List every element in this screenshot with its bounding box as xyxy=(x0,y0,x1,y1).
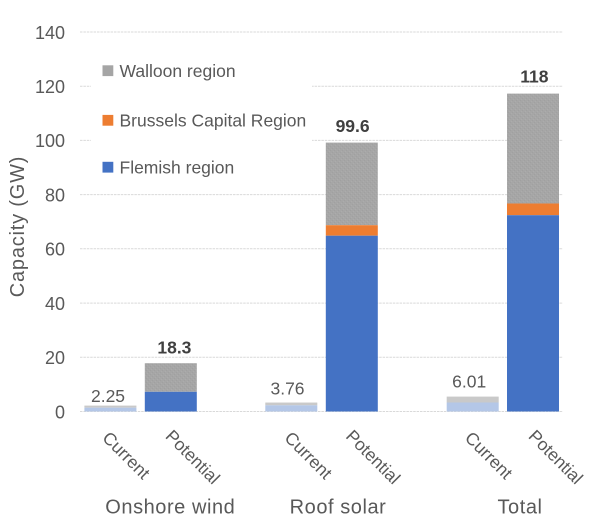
svg-text:Flemish region: Flemish region xyxy=(120,158,235,178)
svg-text:2.25: 2.25 xyxy=(91,386,125,406)
svg-text:100: 100 xyxy=(35,131,65,151)
svg-text:99.6: 99.6 xyxy=(336,116,370,136)
svg-text:140: 140 xyxy=(35,23,65,43)
svg-text:60: 60 xyxy=(45,240,65,260)
svg-text:Total: Total xyxy=(498,496,543,518)
svg-text:6.01: 6.01 xyxy=(452,371,486,391)
svg-text:118: 118 xyxy=(520,66,548,86)
svg-text:80: 80 xyxy=(45,185,65,205)
svg-text:18.3: 18.3 xyxy=(157,338,191,358)
svg-text:Onshore wind: Onshore wind xyxy=(105,496,235,518)
svg-text:Brussels Capital Region: Brussels Capital Region xyxy=(120,111,307,131)
svg-text:20: 20 xyxy=(45,348,65,368)
svg-text:Roof solar: Roof solar xyxy=(290,496,387,518)
svg-text:0: 0 xyxy=(55,402,65,422)
svg-text:3.76: 3.76 xyxy=(270,379,304,399)
svg-text:Capacity (GW): Capacity (GW) xyxy=(7,156,29,298)
svg-text:120: 120 xyxy=(35,77,65,97)
svg-text:40: 40 xyxy=(45,294,65,314)
svg-text:Walloon region: Walloon region xyxy=(120,61,236,81)
